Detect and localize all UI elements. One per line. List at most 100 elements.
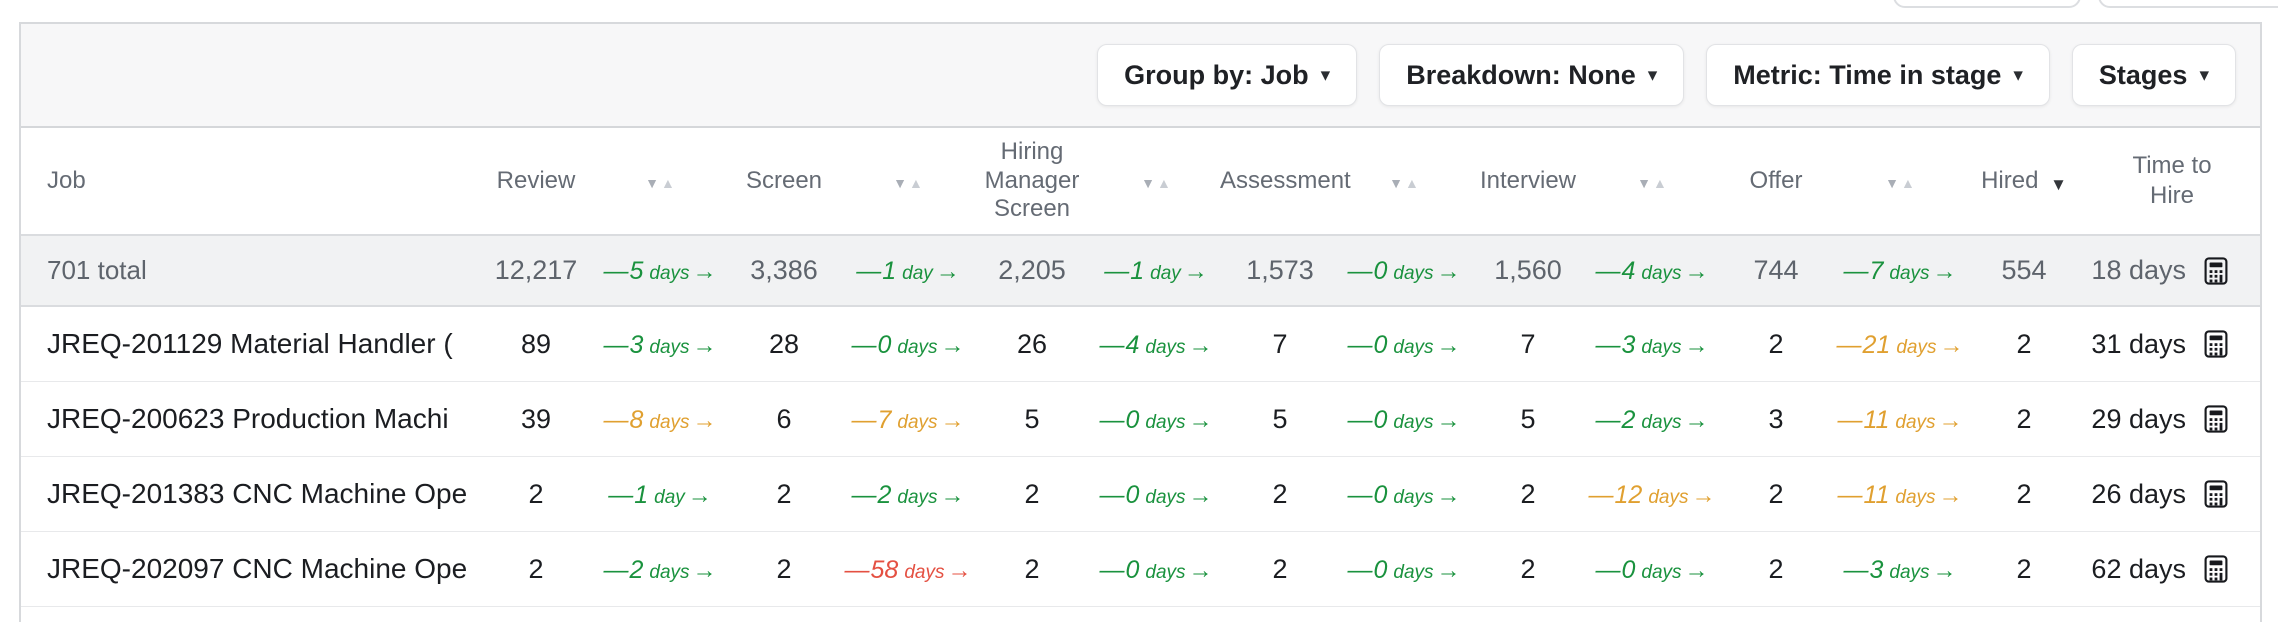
stage-count[interactable]: 2: [2016, 328, 2032, 359]
dropdown-button-label: Group by: Job: [1124, 59, 1309, 90]
sort-control[interactable]: ▼ ▲: [844, 167, 972, 195]
transition-dash: —: [1347, 330, 1373, 359]
transition-dash: —: [1837, 480, 1863, 509]
stage-count[interactable]: 2: [1272, 478, 1288, 509]
sort-desc-icon: ▼: [1885, 175, 1899, 191]
stage-count[interactable]: 2: [776, 553, 792, 584]
transition-unit: days: [1648, 486, 1689, 508]
stage-count[interactable]: 5: [1272, 403, 1288, 434]
stage-count[interactable]: 3,386: [750, 255, 818, 285]
column-header-stage-label: Screen: [745, 166, 823, 194]
sort-control[interactable]: ▼ ▲: [1836, 167, 1964, 195]
transition-unit: days: [1393, 263, 1434, 284]
transition-dash: —: [608, 480, 634, 509]
stage-count[interactable]: 2: [528, 478, 544, 509]
transition-unit: days: [649, 263, 690, 284]
calculator-icon[interactable]: [2200, 403, 2232, 435]
stage-count[interactable]: 554: [2001, 255, 2047, 285]
calculator-icon[interactable]: [2200, 328, 2232, 360]
stage-count[interactable]: 1,573: [1246, 255, 1314, 285]
stage-transition: —0 days →: [1092, 479, 1220, 510]
sort-control[interactable]: ▼ ▲: [596, 167, 724, 195]
stage-count[interactable]: 2: [776, 478, 792, 509]
transition-value: 58: [870, 555, 899, 584]
transition-value: 0: [1373, 257, 1388, 285]
column-header-hiring-manager-screen[interactable]: Hiring Manager Screen: [972, 138, 1092, 224]
stage-count[interactable]: 7: [1520, 328, 1536, 359]
transition-unit: days: [1641, 336, 1682, 358]
stage-count[interactable]: 2: [528, 553, 544, 584]
transition-dash: —: [1099, 555, 1125, 584]
column-header-screen[interactable]: Screen: [724, 167, 844, 196]
stage-count[interactable]: 2: [2016, 403, 2032, 434]
stage-count[interactable]: 2: [1520, 478, 1536, 509]
sort-control[interactable]: ▼ ▲: [1340, 167, 1468, 195]
dropdown-breakdown[interactable]: Breakdown: None ▾: [1379, 44, 1685, 106]
transition-arrow-icon: →: [1188, 331, 1213, 359]
stage-count[interactable]: 2,205: [998, 255, 1066, 285]
transition-arrow-icon: →: [940, 481, 965, 509]
dropdown-metric[interactable]: Metric: Time in stage ▾: [1706, 44, 2050, 106]
stage-count[interactable]: 2: [2016, 478, 2032, 509]
calculator-icon[interactable]: [2200, 553, 2232, 585]
job-name[interactable]: JREQ-201383 CNC Machine Ope: [47, 478, 468, 509]
stage-count[interactable]: 3: [1768, 403, 1784, 434]
calculator-icon[interactable]: [2200, 478, 2232, 510]
stage-count[interactable]: 39: [520, 403, 552, 434]
transition-unit: days: [649, 336, 690, 358]
job-name[interactable]: JREQ-200623 Production Machi: [47, 403, 449, 434]
column-header-hired[interactable]: Hired ▼: [1964, 167, 2084, 196]
dropdown-stages[interactable]: Stages ▾: [2071, 44, 2236, 106]
stage-count[interactable]: 2: [1768, 553, 1784, 584]
time-to-hire-value: 29 days: [2091, 403, 2186, 434]
transition-arrow-icon: →: [692, 406, 717, 434]
stage-count[interactable]: 7: [1272, 328, 1288, 359]
stage-count[interactable]: 2: [1024, 553, 1040, 584]
dropdown-group-by[interactable]: Group by: Job ▾: [1097, 44, 1358, 106]
calculator-icon[interactable]: [2200, 255, 2232, 287]
time-to-hire-cell: 62 days: [2084, 553, 2260, 585]
transition-unit: day: [654, 486, 685, 508]
stage-count[interactable]: 12,217: [494, 255, 578, 285]
job-name[interactable]: JREQ-202097 CNC Machine Ope: [47, 553, 468, 584]
stage-count[interactable]: 744: [1753, 255, 1799, 285]
column-header-time-to-hire: Time to Hire: [2084, 151, 2260, 211]
stage-count[interactable]: 2: [2016, 553, 2032, 584]
stage-count[interactable]: 28: [768, 328, 800, 359]
sort-control[interactable]: ▼ ▲: [1092, 167, 1220, 195]
column-header-review[interactable]: Review: [476, 167, 596, 196]
transition-value: 0: [1125, 480, 1140, 509]
column-header-offer[interactable]: Offer: [1716, 167, 1836, 196]
stage-count[interactable]: 2: [1024, 478, 1040, 509]
chevron-down-icon: ▾: [2013, 64, 2023, 86]
stage-transition: —11 days →: [1836, 479, 1964, 510]
transition-value: 0: [877, 330, 892, 359]
transition-unit: days: [1145, 561, 1186, 583]
stage-count[interactable]: 2: [1520, 553, 1536, 584]
stage-count[interactable]: 1,560: [1494, 255, 1562, 285]
stage-count[interactable]: 26: [1016, 328, 1048, 359]
transition-dash: —: [1347, 405, 1373, 434]
transition-unit: days: [1393, 411, 1434, 433]
stage-count[interactable]: 5: [1024, 403, 1040, 434]
time-to-hire-cell: 26 days: [2084, 478, 2260, 510]
job-name[interactable]: JREQ-201129 Material Handler (: [47, 328, 453, 359]
time-to-hire-value: 18 days: [2091, 255, 2186, 285]
cutoff-button-left[interactable]: [1893, 0, 2081, 8]
sort-control[interactable]: ▼ ▲: [1588, 167, 1716, 195]
job-name[interactable]: 701 total: [47, 255, 147, 285]
stage-count[interactable]: 89: [520, 328, 552, 359]
stage-count[interactable]: 2: [1768, 478, 1784, 509]
stage-count[interactable]: 2: [1272, 553, 1288, 584]
stage-count[interactable]: 2: [1768, 328, 1784, 359]
cutoff-button-right[interactable]: [2098, 0, 2278, 8]
column-header-interview[interactable]: Interview: [1468, 167, 1588, 196]
stage-count[interactable]: 5: [1520, 403, 1536, 434]
transition-value: 0: [1373, 555, 1388, 584]
transition-dash: —: [844, 555, 870, 584]
stage-transition: —5 days →: [596, 255, 724, 286]
table-row: JREQ-200623 Production Machi 39 —8 days → 6—…: [21, 382, 2260, 457]
stage-count[interactable]: 6: [776, 403, 792, 434]
column-header-assessment[interactable]: Assessment: [1220, 167, 1351, 196]
sort-asc-icon: ▲: [661, 175, 675, 191]
